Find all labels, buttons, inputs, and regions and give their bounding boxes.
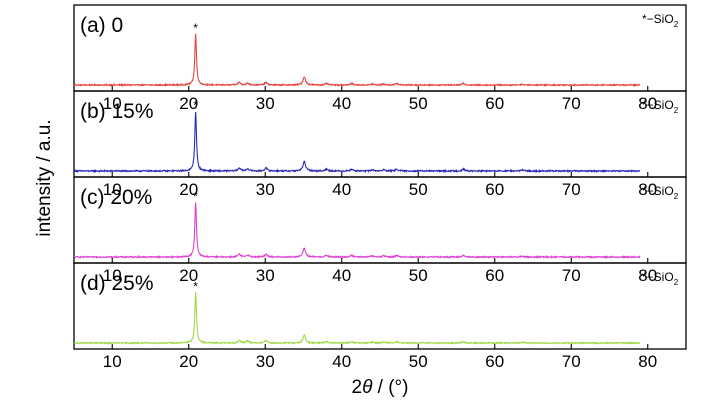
x-tick-label: 80 [638,180,657,199]
x-axis-title-suffix: / (°) [372,377,408,398]
panel-label: (d) 25% [80,272,154,295]
panel-frame [73,176,687,264]
legend-marker: * [642,184,647,198]
x-tick-label: 10 [103,180,122,199]
panel-frame [73,262,687,350]
x-tick-label: 60 [485,352,504,371]
x-axis-title-symbol: θ [362,377,373,398]
x-tick-label: 80 [638,352,657,371]
x-tick-label: 30 [256,94,275,113]
legend-sio2: *−SiO2 [642,98,679,115]
x-tick-label: 70 [562,94,581,113]
x-tick-label: 50 [409,94,428,113]
peak-marker: * [193,21,198,35]
x-tick-label: 50 [409,352,428,371]
x-tick-label: 30 [256,266,275,285]
legend-label: −SiO [647,184,674,198]
x-tick-label: 60 [485,266,504,285]
x-tick-label: 70 [562,180,581,199]
x-tick-label: 50 [409,180,428,199]
x-axis-title: 2θ / (°) [352,377,409,398]
x-tick-label: 20 [179,94,198,113]
legend-subscript: 2 [674,278,679,287]
x-axis-title-prefix: 2 [352,377,363,398]
legend-sio2: *−SiO2 [642,184,679,201]
legend-sio2: *−SiO2 [642,270,679,287]
panel-label: (c) 20% [80,186,152,209]
legend-label: −SiO [647,98,674,112]
x-tick-label: 10 [103,266,122,285]
legend-subscript: 2 [674,20,679,29]
x-tick-label: 30 [256,180,275,199]
x-tick-label: 40 [332,94,351,113]
x-tick-label: 40 [332,266,351,285]
panel-0: 10 20 30 40 50 60 70 80(a) 0 *−SiO2* [73,4,687,113]
panel-3: 10 20 30 40 50 60 70 80(d) 25% *−SiO2* [73,262,687,371]
panel-2: 10 20 30 40 50 60 70 80(c) 20% *−SiO2* [73,176,687,285]
x-tick-label: 10 [103,352,122,371]
xrd-trace-0 [73,33,641,88]
x-tick-label: 70 [562,352,581,371]
x-tick-label: 50 [409,266,428,285]
x-tick-label: 20 [179,180,198,199]
legend-subscript: 2 [674,192,679,201]
x-tick-label: 70 [562,266,581,285]
legend-marker: * [642,98,647,112]
panel-frame [73,90,687,178]
legend-label: −SiO [647,270,674,284]
legend-marker: * [642,12,647,26]
x-tick-label: 40 [332,352,351,371]
legend-label: −SiO [647,12,674,26]
peak-marker: * [193,280,198,294]
legend-subscript: 2 [674,106,679,115]
x-tick-label: 40 [332,180,351,199]
panel-label: (a) 0 [80,14,123,37]
x-tick-label: 80 [638,94,657,113]
panel-frame [73,4,687,92]
x-tick-label: 20 [179,352,198,371]
peak-marker: * [193,99,198,113]
x-tick-label: 20 [179,266,198,285]
xrd-trace-3 [73,292,641,346]
y-axis-title: intensity / a.u. [34,119,55,236]
x-tick-label: 60 [485,180,504,199]
x-tick-label: 60 [485,94,504,113]
x-tick-label: 10 [103,94,122,113]
xrd-trace-2 [73,202,641,260]
x-tick-label: 80 [638,266,657,285]
panel-label: (b) 15% [80,100,154,123]
x-tick-label: 30 [256,352,275,371]
panel-1: 10 20 30 40 50 60 70 80(b) 15% *−SiO2* [73,90,687,199]
peak-marker: * [193,189,198,203]
xrd-trace-1 [73,112,641,174]
legend-marker: * [642,270,647,284]
legend-sio2: *−SiO2 [642,12,679,29]
